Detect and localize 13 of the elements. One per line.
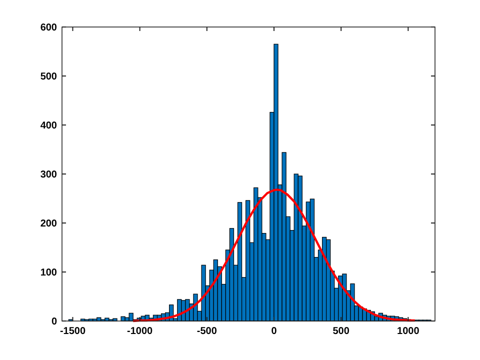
y-tick-label: 600	[40, 22, 58, 34]
y-tick-label: 300	[40, 170, 58, 180]
x-tick-label: -1000	[127, 326, 154, 337]
x-tick-label: -500	[196, 326, 218, 337]
x-tick-label: 500	[332, 326, 350, 337]
y-tick-label: 500	[40, 72, 58, 82]
x-tick-label: -1500	[60, 326, 86, 337]
y-tick-label: 100	[40, 268, 58, 278]
x-tick-label: 0	[271, 326, 278, 337]
y-tick-label: 400	[40, 120, 58, 132]
y-tick-label: 200	[40, 218, 58, 230]
x-tick-label: 1000	[397, 326, 420, 337]
y-tick-label: 0	[51, 316, 58, 328]
